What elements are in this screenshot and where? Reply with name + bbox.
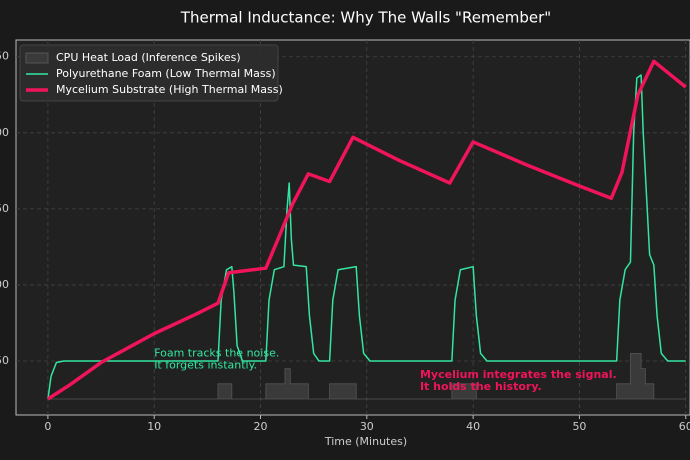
y-tick-label: 250 — [0, 50, 9, 63]
y-tick-label: 200 — [0, 126, 9, 139]
x-tick-label: 20 — [254, 420, 268, 433]
x-tick-label: 50 — [572, 420, 586, 433]
legend-label: Mycelium Substrate (High Thermal Mass) — [56, 83, 283, 96]
heat-area — [47, 352, 686, 400]
y-tick-label: 150 — [0, 202, 9, 215]
legend-swatch — [25, 52, 49, 64]
series-line — [46, 59, 687, 401]
x-tick-label: 10 — [147, 420, 161, 433]
x-axis-label: Time (Minutes) — [324, 435, 407, 448]
y-tick-label: 50 — [0, 354, 9, 367]
y-tick-label: 100 — [0, 278, 9, 291]
x-tick-label: 0 — [44, 420, 51, 433]
x-tick-label: 30 — [360, 420, 374, 433]
legend-label: CPU Heat Load (Inference Spikes) — [56, 51, 241, 64]
legend-label: Polyurethane Foam (Low Thermal Mass) — [56, 67, 276, 80]
annotation: Foam tracks the noise. It forgets instant… — [154, 346, 279, 371]
chart-title: Thermal Inductance: Why The Walls "Remem… — [180, 9, 551, 27]
annotation: Mycelium integrates the signal. It holds … — [420, 368, 617, 393]
x-tick-label: 60 — [679, 420, 690, 433]
legend-box — [19, 44, 279, 102]
x-tick-label: 40 — [466, 420, 480, 433]
plot-area — [15, 39, 690, 416]
series-line — [47, 74, 686, 400]
